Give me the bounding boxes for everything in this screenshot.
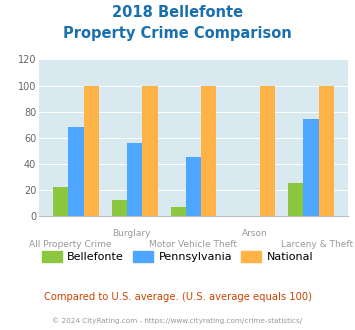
Bar <box>201 85 217 216</box>
Bar <box>186 157 201 216</box>
Text: Compared to U.S. average. (U.S. average equals 100): Compared to U.S. average. (U.S. average … <box>44 292 311 302</box>
Bar <box>318 85 334 216</box>
Bar <box>69 127 84 216</box>
Text: © 2024 CityRating.com - https://www.cityrating.com/crime-statistics/: © 2024 CityRating.com - https://www.city… <box>53 317 302 324</box>
Bar <box>260 85 275 216</box>
Bar <box>288 183 303 216</box>
Bar <box>112 201 127 216</box>
Text: Property Crime Comparison: Property Crime Comparison <box>63 26 292 41</box>
Bar <box>53 187 69 216</box>
Bar <box>303 119 318 216</box>
Text: Motor Vehicle Theft: Motor Vehicle Theft <box>149 240 237 249</box>
Bar <box>170 207 186 216</box>
Text: All Property Crime: All Property Crime <box>29 240 111 249</box>
Text: Larceny & Theft: Larceny & Theft <box>281 240 353 249</box>
Text: Burglary: Burglary <box>113 229 151 238</box>
Text: 2018 Bellefonte: 2018 Bellefonte <box>112 5 243 20</box>
Bar <box>142 85 158 216</box>
Legend: Bellefonte, Pennsylvania, National: Bellefonte, Pennsylvania, National <box>37 247 318 267</box>
Bar <box>127 143 142 216</box>
Text: Arson: Arson <box>242 229 268 238</box>
Bar <box>84 85 99 216</box>
